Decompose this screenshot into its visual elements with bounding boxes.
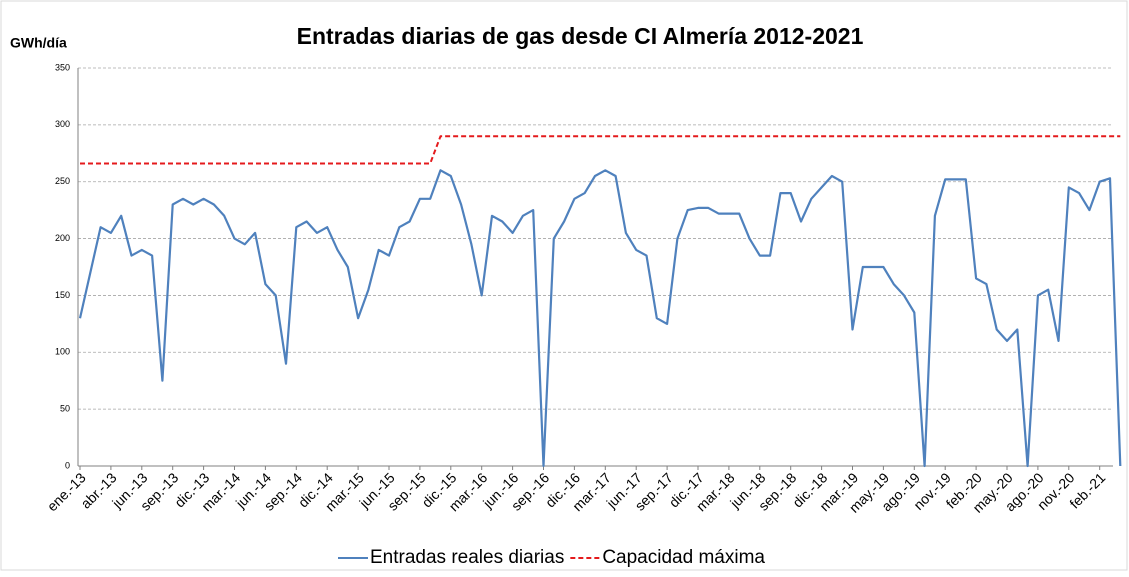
y-axis-label: GWh/día — [10, 35, 67, 51]
y-tick-label: 350 — [55, 62, 70, 72]
chart-title: Entradas diarias de gas desde CI Almería… — [297, 23, 864, 49]
y-tick-label: 200 — [55, 233, 70, 243]
legend-label: Capacidad máxima — [602, 547, 765, 568]
y-tick-label: 50 — [60, 404, 70, 414]
line-series — [80, 135, 1121, 165]
y-tick-label: 300 — [55, 119, 70, 129]
y-tick-label: 100 — [55, 347, 70, 357]
y-tick-label: 250 — [55, 176, 70, 186]
legend-label: Entradas reales diarias — [370, 547, 564, 568]
y-tick-label: 150 — [55, 290, 70, 300]
line-series — [78, 169, 1122, 468]
y-tick-label: 0 — [65, 460, 70, 470]
